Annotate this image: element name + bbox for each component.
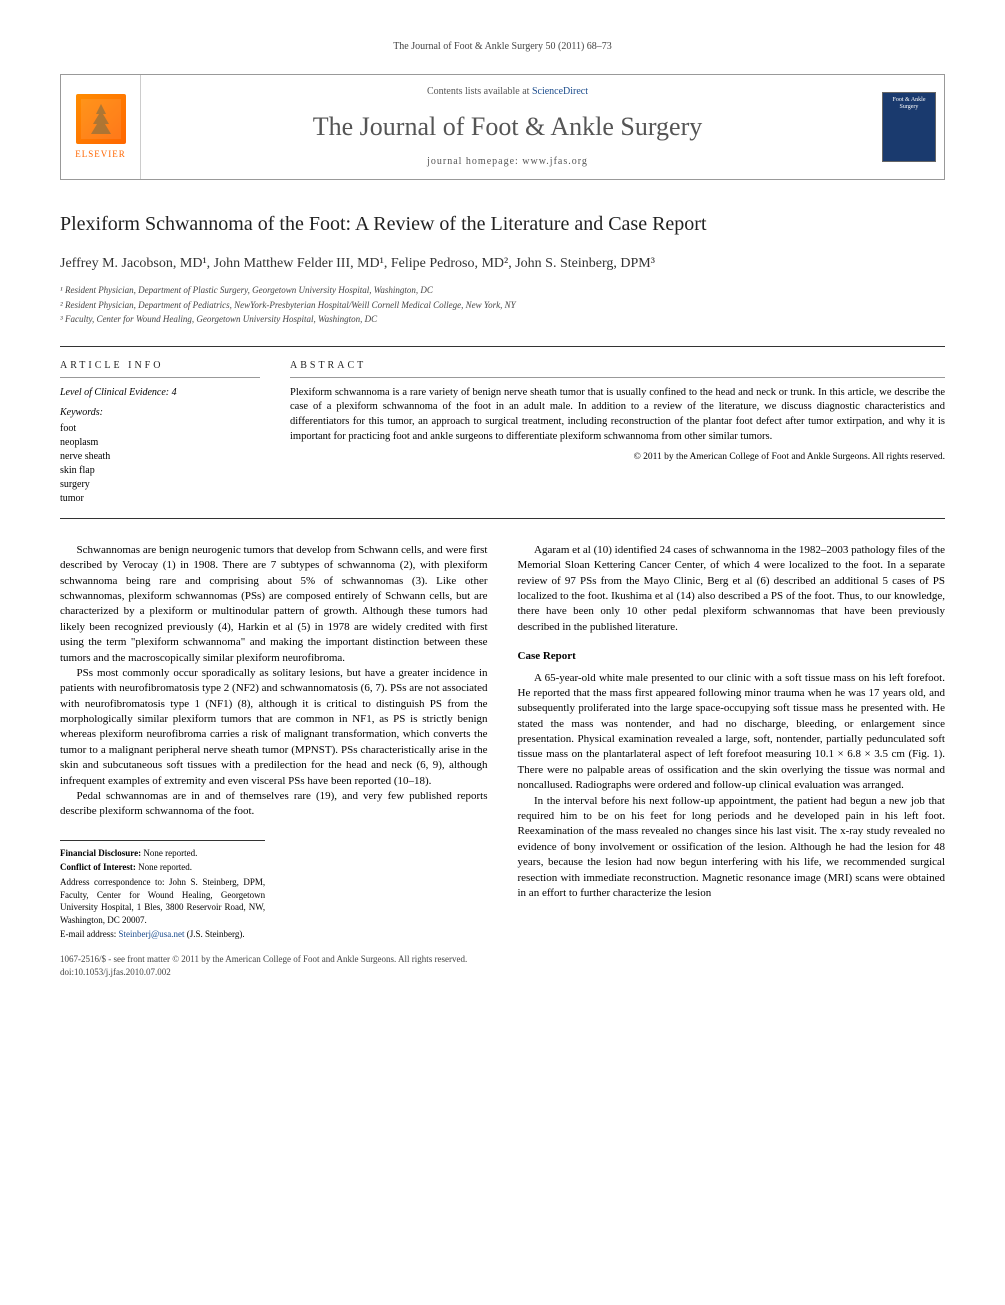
elsevier-tree-icon: [76, 94, 126, 144]
footer-copyright: 1067-2516/$ - see front matter © 2011 by…: [60, 953, 945, 966]
abstract-copyright: © 2011 by the American College of Foot a…: [290, 451, 945, 464]
article-info: ARTICLE INFO Level of Clinical Evidence:…: [60, 359, 260, 506]
abstract: ABSTRACT Plexiform schwannoma is a rare …: [290, 359, 945, 506]
email-suffix: (J.S. Steinberg).: [187, 929, 245, 939]
email-link[interactable]: Steinberj@usa.net: [118, 929, 184, 939]
case-report-heading: Case Report: [518, 649, 946, 664]
abstract-heading: ABSTRACT: [290, 359, 945, 378]
footer: 1067-2516/$ - see front matter © 2011 by…: [60, 953, 945, 978]
keyword: tumor: [60, 492, 260, 506]
contents-available: Contents lists available at ScienceDirec…: [161, 85, 854, 99]
journal-name: The Journal of Foot & Ankle Surgery: [161, 109, 854, 145]
affiliations: ¹ Resident Physician, Department of Plas…: [60, 284, 945, 326]
affiliation-1: ¹ Resident Physician, Department of Plas…: [60, 284, 945, 297]
elsevier-logo: ELSEVIER: [61, 75, 141, 179]
contents-prefix: Contents lists available at: [427, 86, 532, 97]
paragraph-6: In the interval before his next follow-u…: [518, 794, 946, 902]
financial-value: None reported.: [143, 848, 197, 858]
email-label: E-mail address:: [60, 929, 116, 939]
cover-label: Foot & Ankle Surgery: [887, 97, 931, 110]
conflict-value: None reported.: [138, 862, 192, 872]
keywords-label: Keywords:: [60, 406, 260, 420]
page: The Journal of Foot & Ankle Surgery 50 (…: [0, 0, 1005, 1018]
body-text: Schwannomas are benign neurogenic tumors…: [60, 543, 945, 943]
paragraph-4: Agaram et al (10) identified 24 cases of…: [518, 543, 946, 635]
conflict-of-interest: Conflict of Interest: None reported.: [60, 861, 265, 874]
affiliation-3: ³ Faculty, Center for Wound Healing, Geo…: [60, 313, 945, 326]
footer-doi: doi:10.1053/j.jfas.2010.07.002: [60, 966, 945, 979]
keyword: surgery: [60, 478, 260, 492]
keyword: neoplasm: [60, 436, 260, 450]
keyword: foot: [60, 422, 260, 436]
sciencedirect-link[interactable]: ScienceDirect: [532, 86, 588, 97]
keyword: skin flap: [60, 464, 260, 478]
tree-icon: [81, 99, 121, 139]
abstract-text: Plexiform schwannoma is a rare variety o…: [290, 386, 945, 445]
journal-cover-thumb: Foot & Ankle Surgery: [874, 75, 944, 179]
elsevier-label: ELSEVIER: [75, 148, 126, 161]
cover-image: Foot & Ankle Surgery: [882, 92, 936, 162]
running-head: The Journal of Foot & Ankle Surgery 50 (…: [60, 40, 945, 54]
email-line: E-mail address: Steinberj@usa.net (J.S. …: [60, 928, 265, 941]
header-center: Contents lists available at ScienceDirec…: [141, 75, 874, 179]
evidence-level: Level of Clinical Evidence: 4: [60, 386, 260, 400]
financial-label: Financial Disclosure:: [60, 848, 141, 858]
paragraph-2: PSs most commonly occur sporadically as …: [60, 666, 488, 789]
paragraph-1: Schwannomas are benign neurogenic tumors…: [60, 543, 488, 666]
article-title: Plexiform Schwannoma of the Foot: A Revi…: [60, 210, 945, 238]
affiliation-2: ² Resident Physician, Department of Pedi…: [60, 299, 945, 312]
journal-header-box: ELSEVIER Contents lists available at Sci…: [60, 74, 945, 180]
journal-homepage: journal homepage: www.jfas.org: [161, 155, 854, 169]
correspondence-address: Address correspondence to: John S. Stein…: [60, 876, 265, 926]
authors-line: Jeffrey M. Jacobson, MD¹, John Matthew F…: [60, 254, 945, 274]
paragraph-3: Pedal schwannomas are in and of themselv…: [60, 789, 488, 820]
article-info-heading: ARTICLE INFO: [60, 359, 260, 378]
footnotes: Financial Disclosure: None reported. Con…: [60, 840, 265, 941]
conflict-label: Conflict of Interest:: [60, 862, 136, 872]
financial-disclosure: Financial Disclosure: None reported.: [60, 847, 265, 860]
info-abstract-row: ARTICLE INFO Level of Clinical Evidence:…: [60, 346, 945, 519]
keyword: nerve sheath: [60, 450, 260, 464]
paragraph-5: A 65-year-old white male presented to ou…: [518, 671, 946, 794]
